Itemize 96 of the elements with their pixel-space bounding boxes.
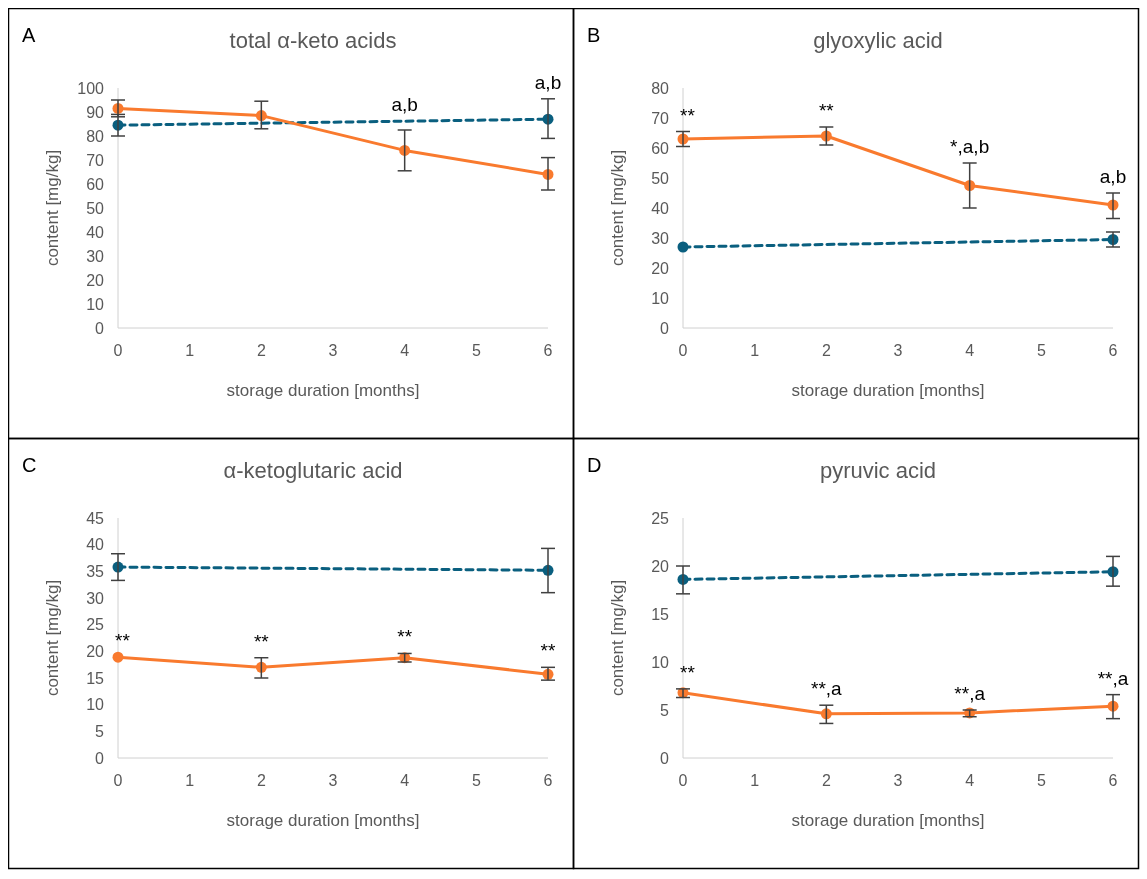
x-tick-label: 3 (893, 342, 903, 359)
point (677, 241, 689, 253)
y-tick-label: 10 (651, 653, 670, 671)
chart-title: pyruvic acid (819, 458, 937, 483)
x-axis-title: storage duration [months] (226, 381, 420, 400)
x-tick-label: 0 (113, 772, 123, 789)
y-tick-label: 10 (651, 289, 670, 307)
y-tick-label: 10 (86, 696, 105, 714)
y-tick-label: 70 (86, 151, 105, 169)
y-tick-label: 15 (86, 669, 105, 687)
y-tick-label: 40 (651, 199, 670, 217)
y-tick-label: 100 (77, 79, 105, 97)
annotation: ** (680, 661, 696, 683)
y-tick-label: 30 (651, 229, 670, 247)
y-tick-label: 60 (86, 175, 105, 193)
annotation: ** (680, 104, 696, 126)
x-tick-label: 3 (328, 772, 338, 789)
annotation: ** (115, 630, 131, 652)
y-tick-label: 20 (651, 259, 670, 277)
x-tick-label: 6 (1108, 342, 1118, 359)
annotation: ** (540, 640, 556, 662)
y-tick-label: 60 (651, 139, 670, 157)
y-tick-label: 0 (660, 319, 670, 337)
y-tick-label: 70 (651, 109, 670, 127)
y-tick-label: 40 (86, 536, 105, 554)
annotation: ** (818, 100, 835, 121)
x-tick-label: 6 (1108, 772, 1118, 789)
y-axis-title: content [mg/kg] (43, 149, 62, 267)
x-tick-label: 1 (750, 772, 760, 789)
annotation: **,a (1097, 667, 1129, 689)
x-tick-label: 0 (113, 342, 123, 359)
chart-title: total α-keto acids (229, 28, 397, 53)
x-tick-label: 2 (821, 342, 831, 359)
x-axis-title: storage duration [months] (791, 381, 985, 400)
x-tick-label: 1 (750, 342, 760, 359)
y-tick-label: 80 (86, 127, 105, 145)
x-tick-label: 1 (185, 772, 195, 789)
text: B (587, 24, 601, 46)
annotation: **,a (954, 683, 986, 704)
x-tick-label: 5 (1036, 772, 1046, 789)
chart-title: α-ketoglutaric acid (223, 458, 403, 483)
annotation: a,b (391, 94, 418, 116)
x-tick-label: 3 (893, 772, 903, 789)
point (112, 651, 124, 663)
x-tick-label: 6 (543, 772, 553, 789)
text: A (22, 24, 36, 46)
y-tick-label: 0 (95, 319, 105, 337)
y-tick-label: 5 (660, 701, 670, 719)
y-tick-label: 15 (651, 605, 670, 623)
x-tick-label: 0 (678, 772, 688, 789)
y-tick-label: 35 (86, 562, 105, 580)
y-tick-label: 20 (651, 557, 670, 575)
x-tick-label: 0 (678, 342, 688, 359)
y-tick-label: 0 (660, 749, 670, 767)
x-tick-label: 4 (400, 772, 410, 789)
x-tick-label: 2 (256, 342, 266, 359)
x-tick-label: 5 (1036, 342, 1046, 359)
y-tick-label: 50 (86, 199, 105, 217)
y-tick-label: 50 (651, 169, 670, 187)
x-tick-label: 1 (185, 342, 195, 359)
x-tick-label: 4 (965, 342, 975, 359)
y-tick-label: 10 (86, 295, 105, 313)
y-axis-title: content [mg/kg] (608, 149, 627, 267)
y-axis-title: content [mg/kg] (43, 579, 62, 697)
x-tick-label: 5 (471, 342, 481, 359)
y-tick-label: 20 (86, 271, 105, 289)
x-tick-label: 4 (400, 342, 410, 359)
annotation: ** (253, 630, 270, 652)
y-tick-label: 25 (651, 509, 670, 527)
annotation: *,a,b (950, 136, 990, 157)
y-tick-label: 40 (86, 223, 105, 241)
x-tick-label: 6 (543, 342, 553, 359)
y-tick-label: 20 (86, 642, 105, 660)
y-tick-label: 30 (86, 589, 105, 607)
y-tick-label: 90 (86, 103, 105, 121)
y-tick-label: 80 (651, 79, 670, 97)
text: C (22, 454, 37, 476)
x-tick-label: 3 (328, 342, 338, 359)
x-tick-label: 5 (471, 772, 481, 789)
y-tick-label: 45 (86, 509, 105, 527)
text: D (587, 454, 602, 476)
annotation: a,b (534, 71, 562, 93)
x-tick-label: 2 (821, 772, 831, 789)
x-axis-title: storage duration [months] (791, 811, 985, 830)
annotation: a,b (1099, 166, 1127, 187)
y-axis-title: content [mg/kg] (608, 579, 627, 697)
x-tick-label: 2 (256, 772, 266, 789)
y-tick-label: 0 (95, 749, 105, 767)
x-axis-title: storage duration [months] (226, 811, 420, 830)
y-tick-label: 30 (86, 247, 105, 265)
y-tick-label: 5 (95, 722, 105, 740)
x-tick-label: 4 (965, 772, 975, 789)
annotation: **,a (811, 678, 843, 700)
chart-title: glyoxylic acid (813, 28, 943, 53)
y-tick-label: 25 (86, 616, 105, 634)
annotation: ** (397, 626, 413, 648)
